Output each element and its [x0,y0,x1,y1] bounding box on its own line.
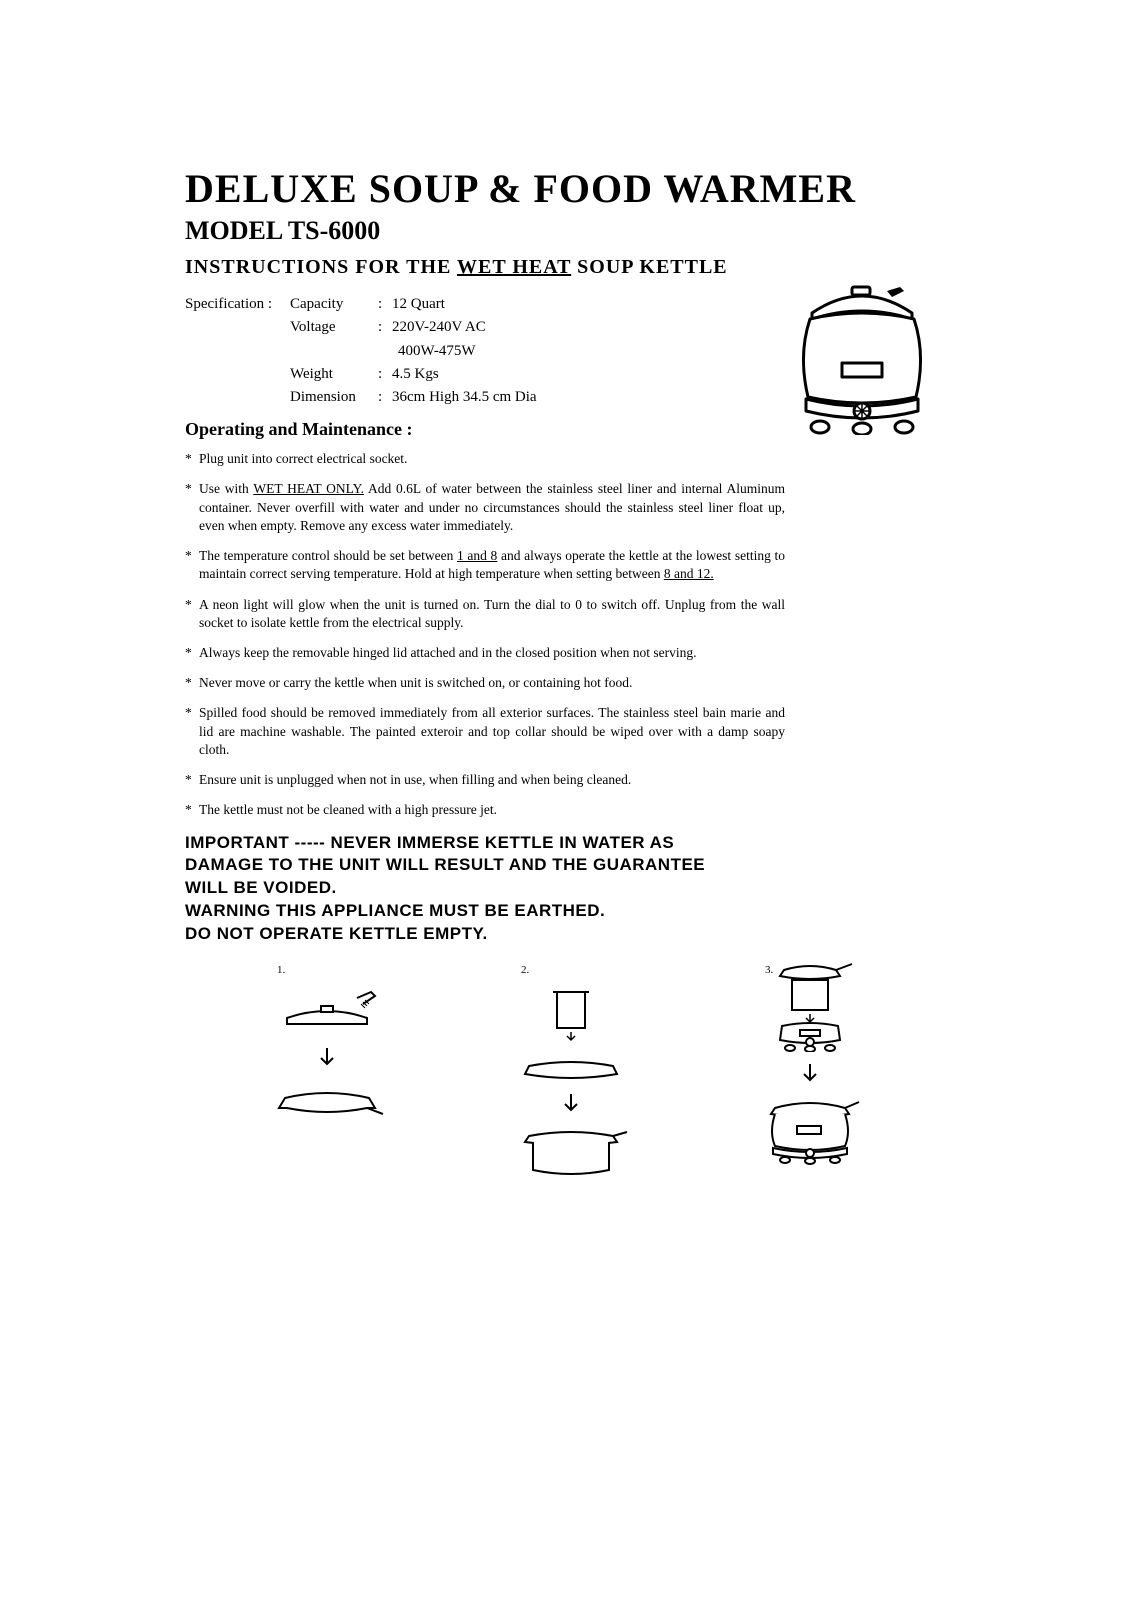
spec-colon: : [378,363,392,386]
collar-icon [511,1052,631,1082]
kettle-illustration [792,285,932,440]
page: DELUXE SOUP & FOOD WARMER MODEL TS-6000 … [0,0,1132,1182]
lid-icon [267,986,387,1036]
kettle-small-icon [755,1096,865,1166]
arrow-down-icon [317,1046,337,1070]
spec-label: Weight [290,363,378,386]
instruction-item: Never move or carry the kettle when unit… [185,674,785,692]
step-number: 2. [521,964,529,976]
arrow-down-icon [561,1092,581,1116]
instruction-list: Plug unit into correct electrical socket… [185,450,947,819]
pot-assembly-icon [760,962,860,1052]
model-number: MODEL TS-6000 [185,216,947,246]
spec-value: 4.5 Kgs [392,363,439,386]
instruction-item: Plug unit into correct electrical socket… [185,450,785,468]
subhead-pre: INSTRUCTIONS FOR THE [185,256,457,278]
spec-label: Capacity [290,293,378,316]
warning-line: IMPORTANT ----- NEVER IMMERSE KETTLE IN … [185,832,947,855]
warning-line: WILL BE VOIDED. [185,877,947,900]
base-open-icon [511,1126,631,1182]
spec-colon: : [378,386,392,409]
instruction-item: The kettle must not be cleaned with a hi… [185,801,785,819]
instruction-item: Always keep the removable hinged lid att… [185,644,785,662]
spec-value: 36cm High 34.5 cm Dia [392,386,537,409]
instruction-item: Ensure unit is unplugged when not in use… [185,771,785,789]
instruction-item: A neon light will glow when the unit is … [185,596,785,632]
instruction-item: The temperature control should be set be… [185,547,785,583]
spec-label: Voltage [290,316,378,339]
warning-line: DAMAGE TO THE UNIT WILL RESULT AND THE G… [185,854,947,877]
liner-icon [531,986,611,1042]
spec-lead: Specification : [185,293,290,316]
instruction-item: Use with WET HEAT ONLY. Add 0.6L of wate… [185,480,785,535]
spec-value: 220V-240V AC [392,316,486,339]
spec-colon: : [378,293,392,316]
step-number: 1. [277,964,285,976]
collar-icon [267,1080,387,1120]
spec-label: Dimension [290,386,378,409]
assembly-diagram: 1. 2. [185,964,947,1182]
warning-line: DO NOT OPERATE KETTLE EMPTY. [185,923,947,946]
instructions-heading: INSTRUCTIONS FOR THE WET HEAT SOUP KETTL… [185,256,947,279]
subhead-post: SOUP KETTLE [571,256,728,278]
spec-value: 400W-475W [392,340,475,363]
spec-colon: : [378,316,392,339]
instruction-item: Spilled food should be removed immediate… [185,704,785,759]
product-title: DELUXE SOUP & FOOD WARMER [185,165,947,212]
spec-value: 12 Quart [392,293,445,316]
warning-block: IMPORTANT ----- NEVER IMMERSE KETTLE IN … [185,832,947,947]
arrow-down-icon [800,1062,820,1086]
assembly-step-3: 3. [755,964,865,1182]
assembly-step-1: 1. [267,964,387,1182]
assembly-step-2: 2. [511,964,631,1182]
subhead-underline: WET HEAT [457,256,571,278]
warning-line: WARNING THIS APPLIANCE MUST BE EARTHED. [185,900,947,923]
